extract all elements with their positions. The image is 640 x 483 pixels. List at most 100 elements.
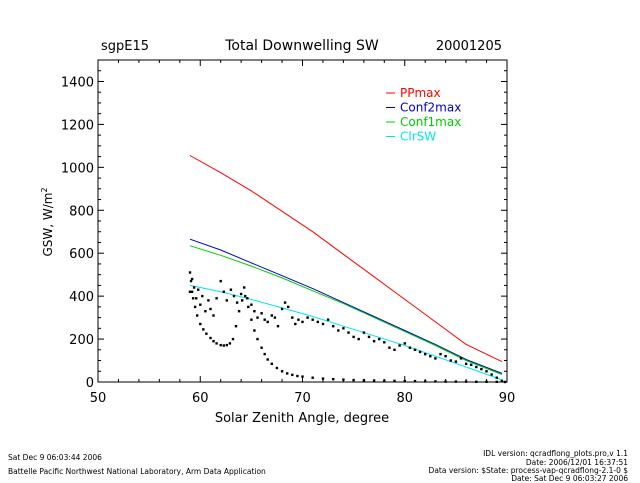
data-point	[372, 340, 376, 343]
data-point	[225, 299, 228, 302]
data-point	[490, 373, 493, 376]
data-point	[235, 301, 239, 304]
data-point	[393, 379, 396, 383]
data-point	[306, 316, 309, 319]
data-point	[250, 303, 253, 306]
data-point	[229, 288, 233, 291]
data-point	[495, 380, 498, 383]
data-point	[199, 322, 202, 326]
data-point	[454, 360, 458, 363]
data-point	[444, 380, 447, 383]
data-point	[475, 365, 478, 369]
x-axis-label: Solar Zenith Angle, degree	[215, 411, 389, 426]
data-point	[232, 294, 236, 298]
data-point	[266, 320, 269, 324]
data-point	[215, 297, 218, 300]
data-point	[413, 379, 417, 383]
data-point	[342, 378, 345, 381]
data-point	[192, 286, 196, 289]
footer-idl-version: IDL version: qcradflong_plots.pro,v 1.1	[483, 449, 628, 458]
data-point	[253, 310, 256, 313]
data-point	[403, 342, 406, 345]
legend-label: Conf2max	[400, 101, 461, 115]
data-point	[219, 279, 222, 283]
y-tick-labels: 0 200 400 600 800 1000 1200 1400	[61, 75, 94, 391]
data-point	[321, 322, 325, 326]
data-point	[485, 370, 488, 373]
series-line-conf2max	[189, 238, 503, 374]
legend-label: PPmax	[400, 86, 441, 100]
data-point	[378, 337, 381, 341]
data-point	[342, 327, 345, 330]
data-point	[201, 294, 204, 298]
series-line-clrsw	[189, 284, 503, 381]
data-point	[326, 318, 330, 321]
data-point	[424, 352, 427, 356]
data-point	[212, 314, 215, 317]
footer-data-version: Data version: $State: process-vap-qcradf…	[428, 466, 628, 475]
data-point	[403, 379, 406, 383]
data-point	[193, 305, 197, 309]
data-point	[189, 279, 193, 283]
data-point	[276, 325, 280, 328]
data-point	[188, 290, 192, 293]
data-point	[449, 359, 452, 362]
footer-institution: Battelle Pacific Northwest National Labo…	[8, 467, 266, 476]
data-point	[454, 380, 458, 383]
data-point	[503, 380, 507, 384]
data-point	[337, 329, 340, 332]
data-point	[459, 357, 463, 360]
data-point	[222, 290, 225, 293]
x-tick-label: 90	[499, 391, 516, 406]
site-label: sgpE15	[101, 39, 149, 54]
data-point	[244, 294, 247, 298]
date-label: 20001205	[436, 39, 502, 54]
x-tick-label: 60	[192, 391, 209, 406]
data-point	[291, 316, 294, 319]
data-point	[424, 380, 427, 383]
chart-title: Total Downwelling SW	[224, 38, 379, 54]
data-point	[283, 301, 287, 304]
data-point	[196, 314, 199, 317]
data-point	[311, 318, 314, 321]
data-point	[464, 362, 468, 365]
data-point	[209, 307, 212, 311]
y-tick-label: 1200	[61, 118, 94, 133]
data-point	[434, 380, 437, 383]
data-point	[225, 343, 228, 347]
data-point	[247, 305, 250, 309]
data-point	[199, 303, 202, 306]
data-point	[275, 366, 279, 370]
data-point	[266, 358, 269, 361]
data-point	[393, 348, 396, 351]
data-point	[215, 342, 218, 345]
data-point	[219, 343, 222, 347]
data-point	[212, 340, 215, 343]
data-point	[188, 271, 192, 274]
data-point	[263, 318, 266, 321]
data-point	[243, 286, 246, 289]
data-point	[231, 337, 235, 341]
data-point	[260, 346, 263, 349]
measured-points	[188, 271, 507, 384]
data-point	[464, 380, 468, 383]
data-point	[273, 316, 277, 319]
data-point	[352, 378, 355, 382]
data-point	[222, 344, 225, 347]
data-point	[287, 305, 290, 309]
data-point	[195, 297, 198, 300]
data-point	[291, 373, 294, 377]
y-axis-label-main: GSW, W/m	[41, 193, 55, 257]
data-point	[347, 331, 350, 334]
data-point	[500, 379, 504, 383]
data-point	[332, 378, 335, 381]
y-tick-label: 1000	[61, 161, 94, 176]
data-point	[372, 379, 376, 382]
data-point	[418, 350, 422, 354]
data-point	[270, 314, 273, 317]
data-point	[246, 297, 249, 300]
data-point	[398, 344, 401, 347]
data-point	[316, 320, 319, 324]
data-point	[367, 335, 371, 339]
